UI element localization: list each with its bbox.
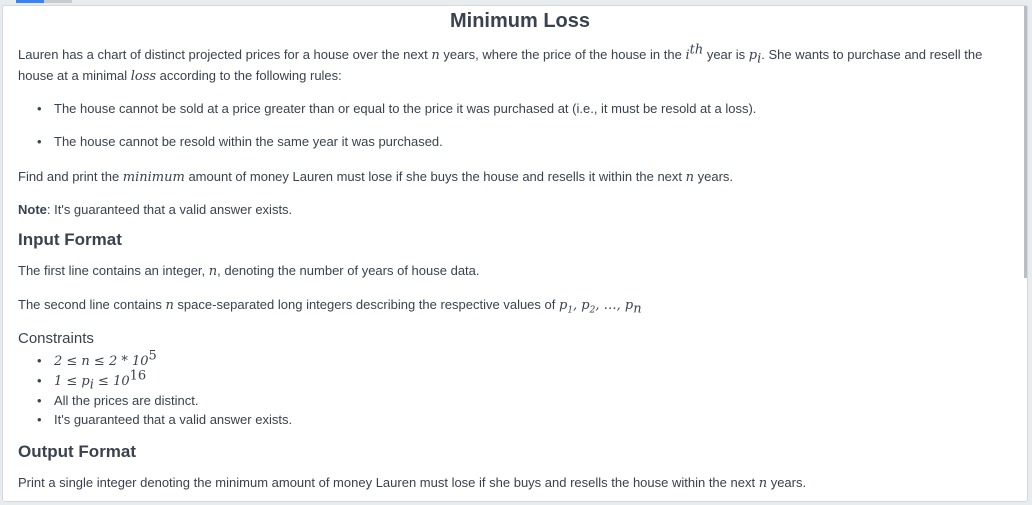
rule-item: The house cannot be sold at a price grea… — [18, 98, 1022, 119]
scrollbar[interactable] — [1024, 6, 1027, 278]
top-tabs — [16, 0, 72, 3]
intro-line-1: Lauren has a chart of distinct projected… — [18, 42, 983, 67]
constraint-item: 1 ≤ pi ≤ 1016 — [18, 370, 1022, 392]
output-paragraph: Print a single integer denoting the mini… — [18, 475, 807, 491]
rules-list-2: The house cannot be resold within the sa… — [18, 131, 1022, 152]
input-format-heading: Input Format — [18, 230, 122, 249]
active-tab-indicator[interactable] — [16, 0, 44, 3]
problem-card: Minimum Loss Lauren has a chart of disti… — [2, 5, 1028, 502]
constraint-item: It's guaranteed that a valid answer exis… — [18, 410, 1022, 429]
find-paragraph: Find and print the minimum amount of mon… — [18, 169, 734, 185]
note-paragraph: Note: It's guaranteed that a valid answe… — [18, 202, 293, 217]
constraint-item: 2 ≤ n ≤ 2 * 105 — [18, 350, 1022, 371]
constraint-item: All the prices are distinct. — [18, 391, 1022, 410]
rules-list: The house cannot be sold at a price grea… — [18, 98, 1022, 119]
inactive-tab-indicator[interactable] — [44, 0, 72, 3]
constraints-heading: Constraints — [18, 330, 94, 347]
input-line-2: The second line contains n space-separat… — [18, 297, 642, 317]
rule-item: The house cannot be resold within the sa… — [18, 131, 1022, 152]
output-format-heading: Output Format — [18, 442, 137, 461]
problem-title: Minimum Loss — [449, 10, 590, 32]
intro-line-2: house at a minimal loss according to the… — [18, 68, 342, 84]
note-label: Note — [18, 202, 47, 217]
input-line-1: The first line contains an integer, n, d… — [18, 263, 480, 279]
constraints-list: 2 ≤ n ≤ 2 * 105 1 ≤ pi ≤ 1016 All the pr… — [18, 350, 1022, 429]
